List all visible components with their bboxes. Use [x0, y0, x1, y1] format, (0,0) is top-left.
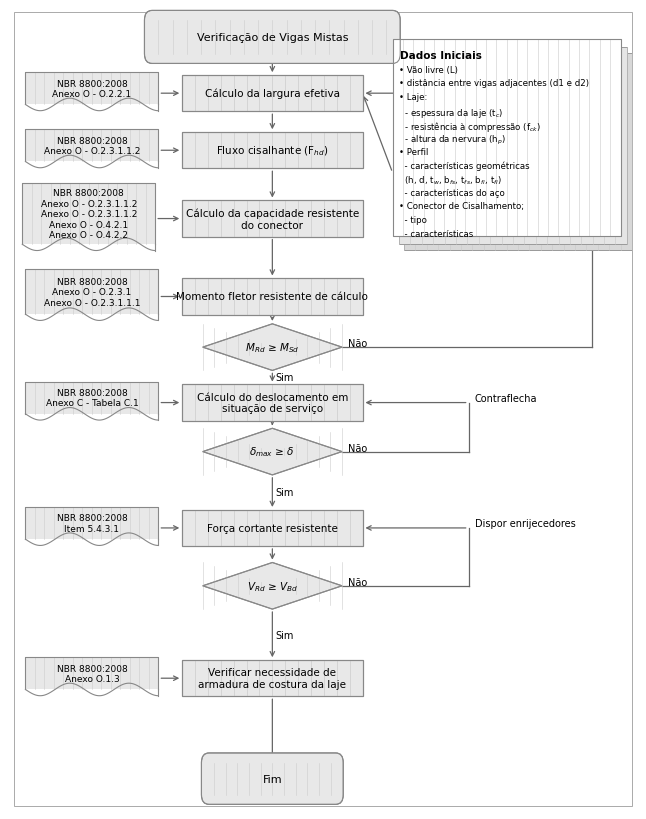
Text: NBR 8800:2008
Anexo O - O.2.3.1
Anexo O - O.2.3.1.1.1: NBR 8800:2008 Anexo O - O.2.3.1 Anexo O … [44, 278, 140, 307]
FancyBboxPatch shape [25, 73, 158, 106]
Text: - características geométricas: - características geométricas [399, 161, 530, 170]
FancyBboxPatch shape [25, 269, 158, 314]
FancyBboxPatch shape [182, 76, 362, 112]
FancyBboxPatch shape [399, 48, 627, 245]
Text: V$_{Rd}$ ≥ V$_{Bd}$: V$_{Rd}$ ≥ V$_{Bd}$ [247, 579, 298, 593]
Text: Força cortante resistente: Força cortante resistente [207, 523, 338, 533]
Text: - resistência à compressão (f$_{ck}$): - resistência à compressão (f$_{ck}$) [399, 120, 541, 134]
Text: NBR 8800:2008
Anexo O - O.2.2.1: NBR 8800:2008 Anexo O - O.2.2.1 [52, 79, 132, 99]
Text: - características do aço: - características do aço [399, 188, 505, 197]
Text: Não: Não [348, 443, 368, 453]
Text: NBR 8800:2008
Anexo O.1.3: NBR 8800:2008 Anexo O.1.3 [57, 664, 127, 683]
Text: NBR 8800:2008
Item 5.4.3.1: NBR 8800:2008 Item 5.4.3.1 [57, 514, 127, 533]
Polygon shape [203, 429, 342, 475]
Text: NBR 8800:2008
Anexo C - Tabela C.1: NBR 8800:2008 Anexo C - Tabela C.1 [46, 388, 138, 408]
Text: • Laje:: • Laje: [399, 93, 428, 102]
Text: Dispor enrijecedores: Dispor enrijecedores [475, 518, 576, 528]
FancyBboxPatch shape [182, 660, 362, 696]
Text: • Vão livre (L): • Vão livre (L) [399, 66, 458, 75]
Text: • Perfil: • Perfil [399, 147, 428, 156]
Text: NBR 8800:2008
Anexo O - O.2.3.1.1.2
Anexo O - O.2.3.1.1.2
Anexo O - O.4.2.1
Anex: NBR 8800:2008 Anexo O - O.2.3.1.1.2 Anex… [41, 189, 137, 240]
FancyBboxPatch shape [182, 510, 362, 546]
Text: δ$_{max}$ ≥ δ: δ$_{max}$ ≥ δ [249, 446, 295, 459]
Text: Dados Iniciais: Dados Iniciais [401, 51, 482, 61]
Polygon shape [203, 324, 342, 371]
Text: Verificar necessidade de
armadura de costura da laje: Verificar necessidade de armadura de cos… [198, 667, 346, 689]
FancyBboxPatch shape [202, 753, 343, 804]
FancyBboxPatch shape [182, 385, 362, 421]
Text: - espessura da laje (t$_c$): - espessura da laje (t$_c$) [399, 106, 503, 120]
FancyBboxPatch shape [25, 130, 158, 162]
FancyBboxPatch shape [22, 184, 155, 245]
FancyBboxPatch shape [404, 54, 632, 251]
Text: - tipo: - tipo [399, 215, 427, 224]
FancyBboxPatch shape [182, 201, 362, 238]
Text: • distância entre vigas adjacentes (d1 e d2): • distância entre vigas adjacentes (d1 e… [399, 79, 589, 88]
Text: - características: - características [399, 229, 474, 238]
FancyBboxPatch shape [25, 508, 158, 540]
FancyBboxPatch shape [182, 279, 362, 315]
FancyBboxPatch shape [25, 658, 158, 690]
FancyBboxPatch shape [25, 382, 158, 414]
Text: - altura da nervura (h$_p$): - altura da nervura (h$_p$) [399, 133, 506, 147]
Text: Cálculo da capacidade resistente
do conector: Cálculo da capacidade resistente do cone… [186, 208, 359, 230]
FancyBboxPatch shape [393, 40, 621, 237]
Text: Cálculo da largura efetiva: Cálculo da largura efetiva [205, 88, 340, 99]
Text: Fluxo cisalhante (F$_{hd}$): Fluxo cisalhante (F$_{hd}$) [216, 144, 329, 158]
Text: Contraflecha: Contraflecha [475, 393, 537, 403]
Text: Sim: Sim [275, 630, 294, 640]
Text: Sim: Sim [275, 373, 294, 383]
Text: Não: Não [348, 577, 368, 587]
Text: Momento fletor resistente de cálculo: Momento fletor resistente de cálculo [176, 292, 368, 302]
Text: (h, d, t$_w$, b$_{fs}$, t$_{fs}$, b$_{fi}$, t$_{fi}$): (h, d, t$_w$, b$_{fs}$, t$_{fs}$, b$_{fi… [399, 174, 502, 188]
FancyBboxPatch shape [182, 133, 362, 169]
Text: Fim: Fim [262, 774, 282, 784]
Text: M$_{Rd}$ ≥ M$_{Sd}$: M$_{Rd}$ ≥ M$_{Sd}$ [245, 341, 300, 355]
Text: Verificação de Vigas Mistas: Verificação de Vigas Mistas [196, 33, 348, 43]
Text: Não: Não [348, 339, 368, 349]
Text: Sim: Sim [275, 488, 294, 498]
FancyBboxPatch shape [145, 11, 401, 65]
Text: • Conector de Cisalhamento;: • Conector de Cisalhamento; [399, 202, 524, 211]
Polygon shape [203, 563, 342, 609]
Text: NBR 8800:2008
Anexo O - O.2.3.1.1.2: NBR 8800:2008 Anexo O - O.2.3.1.1.2 [44, 137, 140, 156]
Text: Cálculo do deslocamento em
situação de serviço: Cálculo do deslocamento em situação de s… [196, 392, 348, 414]
